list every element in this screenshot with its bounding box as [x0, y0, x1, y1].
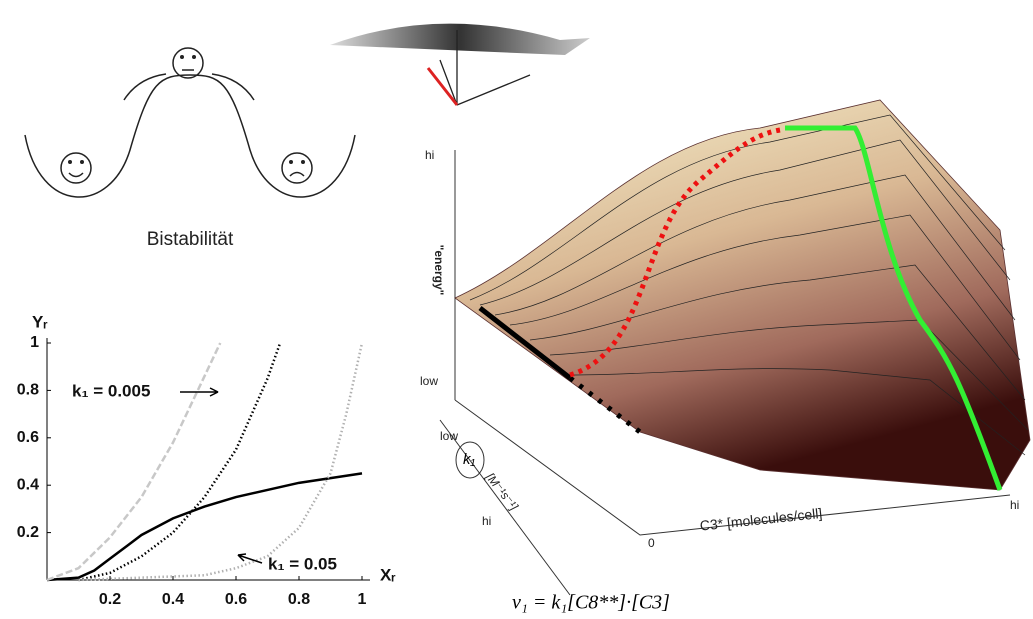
c3-zero: 0 [648, 536, 655, 550]
x-axis-label: Xᵣ [380, 565, 396, 584]
c3-label: C3* [molecules/cell] [699, 505, 823, 534]
sad-face [282, 153, 312, 183]
x-tick-label: 0.8 [288, 591, 310, 608]
annotation-arrow [238, 554, 262, 563]
y-tick-label: 0.4 [17, 476, 39, 493]
y-tick-label: 0.8 [17, 382, 39, 399]
figure: Bistabilität hi low "energy" low hi k₁ [… [0, 0, 1033, 619]
x-tick-label: 0.4 [162, 591, 184, 608]
k1-hi: hi [482, 514, 491, 528]
x-tick-label: 0.6 [225, 591, 247, 608]
equation: v₁ = k₁[C8**]·[C3] [512, 592, 670, 614]
series-line [79, 343, 363, 580]
surface-plot: hi low "energy" low hi k₁ [M⁻¹s⁻¹] 0 hi … [420, 100, 1030, 614]
line-chart: 0.2 0.4 0.6 0.8 1 0.2 0.4 0.6 0.8 1 Xᵣ Yᵣ k₁ = 0.005… [17, 312, 396, 608]
series-line [79, 343, 281, 580]
y-axis-label: Yᵣ [32, 312, 48, 331]
energy-low: low [420, 374, 438, 388]
red-vector [428, 68, 457, 105]
c3-hi: hi [1010, 498, 1019, 512]
y-tick-label: 0.2 [17, 524, 39, 541]
neutral-face [173, 48, 203, 78]
k1-low: low [440, 429, 458, 443]
y-tick-label: 1 [30, 334, 39, 351]
page: {"chart_data": {"type": "line", "x_label… [0, 0, 1033, 619]
k1-symbol: k₁ [463, 451, 476, 468]
face-eyes [68, 55, 305, 164]
k1-unit: [M⁻¹s⁻¹] [483, 469, 522, 513]
x-tick-label: 1 [358, 591, 367, 608]
energy-surface [455, 100, 1030, 490]
mouths [69, 70, 304, 177]
potential-curve [25, 75, 355, 197]
energy-hi: hi [425, 148, 434, 162]
annotation: k₁ = 0.005 [72, 381, 150, 400]
equation-leader [440, 420, 570, 595]
x-tick-label: 0.2 [99, 591, 121, 608]
energy-label: "energy" [432, 245, 446, 296]
annotation: k₁ = 0.05 [268, 554, 337, 573]
bistability-sketch [25, 48, 355, 197]
transition-arrow [330, 24, 590, 55]
series-line [47, 343, 220, 580]
y-tick-label: 0.6 [17, 429, 39, 446]
bistability-label: Bistabilität [147, 229, 234, 250]
happy-face [61, 153, 91, 183]
